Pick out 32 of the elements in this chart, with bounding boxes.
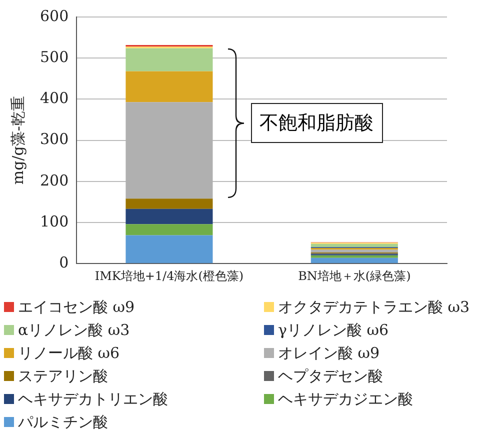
bar	[126, 224, 213, 236]
bar	[126, 198, 213, 209]
bar	[126, 208, 213, 224]
bar	[126, 48, 213, 72]
y-tick-label: 200	[40, 171, 69, 190]
x-tick-label: BN培地＋水(緑色藻)	[298, 268, 411, 283]
bar	[310, 250, 398, 253]
legend-label: γリノレン酸 ω6	[278, 320, 389, 340]
legend-label: ステアリン酸	[18, 366, 108, 386]
y-axis-title: mg/g藻-乾重	[8, 96, 27, 185]
y-tick-label: 500	[40, 48, 69, 66]
y-tick-label: 400	[40, 89, 69, 108]
bar	[310, 244, 398, 248]
bar	[126, 235, 213, 264]
legend-label: ヘキサデカジエン酸	[278, 390, 413, 408]
y-tick-label: 0	[59, 253, 69, 272]
bar	[310, 255, 398, 258]
legend-label: パルミチン酸	[18, 412, 108, 432]
legend-label: リノール酸 ω6	[18, 344, 120, 362]
legend-label: ヘプタデセン酸	[278, 366, 383, 386]
x-tick-label: IMK培地+1/4海水(橙色藻)	[94, 268, 244, 283]
y-tick-label: 300	[40, 130, 69, 148]
y-tick-label: 600	[40, 6, 69, 25]
legend-label: エイコセン酸 ω9	[18, 298, 135, 316]
bar	[310, 258, 398, 264]
legend-label: オレイン酸 ω9	[278, 344, 380, 362]
y-tick-label: 100	[40, 212, 69, 230]
legend-label: αリノレン酸 ω3	[18, 320, 130, 340]
annotation: 不飽和脂肪酸	[250, 103, 383, 144]
bar	[126, 71, 213, 102]
legend-label: オクタデカテトラエン酸 ω3	[278, 298, 470, 316]
legend-label: ヘキサデカトリエン酸	[18, 390, 168, 408]
